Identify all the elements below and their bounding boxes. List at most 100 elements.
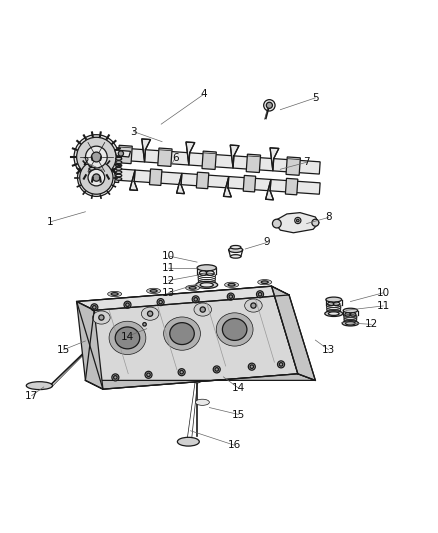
Ellipse shape bbox=[258, 279, 272, 285]
Polygon shape bbox=[118, 146, 132, 164]
Ellipse shape bbox=[116, 177, 122, 180]
Polygon shape bbox=[77, 302, 103, 389]
Circle shape bbox=[118, 151, 124, 156]
Ellipse shape bbox=[197, 265, 216, 271]
Ellipse shape bbox=[141, 307, 159, 320]
Ellipse shape bbox=[95, 335, 104, 339]
Ellipse shape bbox=[229, 247, 243, 253]
Polygon shape bbox=[265, 180, 273, 200]
Ellipse shape bbox=[109, 321, 146, 354]
Circle shape bbox=[297, 219, 299, 222]
Circle shape bbox=[178, 369, 185, 376]
Circle shape bbox=[159, 301, 162, 304]
Polygon shape bbox=[85, 167, 320, 194]
Circle shape bbox=[93, 174, 100, 181]
Ellipse shape bbox=[245, 299, 262, 312]
Polygon shape bbox=[202, 151, 216, 169]
Circle shape bbox=[213, 366, 220, 373]
Ellipse shape bbox=[326, 297, 342, 302]
Circle shape bbox=[312, 219, 319, 226]
Circle shape bbox=[80, 161, 113, 194]
Ellipse shape bbox=[170, 322, 194, 344]
Circle shape bbox=[126, 303, 129, 306]
Polygon shape bbox=[130, 170, 138, 190]
Ellipse shape bbox=[346, 322, 355, 325]
Circle shape bbox=[278, 361, 285, 368]
Ellipse shape bbox=[328, 312, 339, 316]
Polygon shape bbox=[274, 213, 319, 233]
Text: 4: 4 bbox=[200, 90, 207, 99]
Polygon shape bbox=[85, 374, 315, 389]
Circle shape bbox=[200, 307, 205, 312]
Text: 7: 7 bbox=[303, 157, 310, 167]
Circle shape bbox=[215, 368, 219, 371]
Text: 10: 10 bbox=[162, 251, 175, 261]
Circle shape bbox=[78, 159, 115, 197]
Ellipse shape bbox=[328, 302, 334, 306]
Ellipse shape bbox=[199, 271, 207, 275]
Ellipse shape bbox=[116, 171, 122, 174]
Ellipse shape bbox=[93, 311, 110, 324]
Ellipse shape bbox=[89, 174, 95, 177]
Ellipse shape bbox=[230, 255, 241, 258]
Polygon shape bbox=[77, 286, 298, 389]
Ellipse shape bbox=[89, 171, 95, 174]
Ellipse shape bbox=[345, 313, 351, 316]
Circle shape bbox=[112, 374, 119, 381]
Circle shape bbox=[141, 320, 148, 328]
Circle shape bbox=[74, 135, 119, 179]
Ellipse shape bbox=[189, 287, 196, 289]
Ellipse shape bbox=[116, 164, 122, 167]
Polygon shape bbox=[196, 172, 209, 189]
Ellipse shape bbox=[213, 370, 225, 375]
Ellipse shape bbox=[325, 311, 343, 317]
Ellipse shape bbox=[177, 437, 199, 446]
Circle shape bbox=[227, 293, 234, 300]
Circle shape bbox=[92, 152, 101, 162]
Ellipse shape bbox=[115, 327, 140, 349]
Circle shape bbox=[91, 304, 98, 311]
Ellipse shape bbox=[116, 157, 122, 160]
Polygon shape bbox=[142, 139, 151, 162]
Polygon shape bbox=[272, 286, 315, 381]
Text: 1: 1 bbox=[47, 217, 54, 227]
Polygon shape bbox=[246, 154, 261, 173]
Ellipse shape bbox=[111, 293, 118, 295]
Circle shape bbox=[77, 138, 116, 177]
Circle shape bbox=[124, 301, 131, 308]
Polygon shape bbox=[286, 157, 300, 175]
Circle shape bbox=[147, 373, 150, 376]
Polygon shape bbox=[77, 286, 289, 310]
Ellipse shape bbox=[200, 282, 213, 287]
Circle shape bbox=[264, 100, 275, 111]
Ellipse shape bbox=[89, 164, 95, 167]
Text: 14: 14 bbox=[120, 332, 134, 342]
Text: 6: 6 bbox=[172, 153, 179, 163]
Polygon shape bbox=[149, 169, 162, 185]
Ellipse shape bbox=[108, 292, 122, 296]
Text: 12: 12 bbox=[365, 319, 378, 329]
Ellipse shape bbox=[225, 282, 239, 287]
Polygon shape bbox=[98, 147, 320, 174]
Ellipse shape bbox=[333, 302, 340, 306]
Text: 11: 11 bbox=[162, 263, 175, 273]
Ellipse shape bbox=[116, 167, 122, 170]
Ellipse shape bbox=[164, 317, 201, 350]
Circle shape bbox=[250, 365, 254, 368]
Text: 16: 16 bbox=[228, 440, 241, 450]
Ellipse shape bbox=[196, 281, 218, 288]
Text: 12: 12 bbox=[162, 276, 175, 286]
Circle shape bbox=[251, 303, 256, 308]
Polygon shape bbox=[158, 148, 172, 166]
Text: 13: 13 bbox=[162, 288, 175, 298]
Polygon shape bbox=[230, 145, 239, 168]
Text: 17: 17 bbox=[25, 391, 38, 401]
Text: 13: 13 bbox=[322, 345, 335, 355]
Ellipse shape bbox=[90, 336, 101, 341]
Polygon shape bbox=[223, 176, 231, 197]
Ellipse shape bbox=[186, 285, 200, 290]
Ellipse shape bbox=[228, 284, 235, 286]
Circle shape bbox=[248, 363, 255, 370]
Ellipse shape bbox=[206, 271, 214, 275]
Ellipse shape bbox=[194, 303, 212, 316]
